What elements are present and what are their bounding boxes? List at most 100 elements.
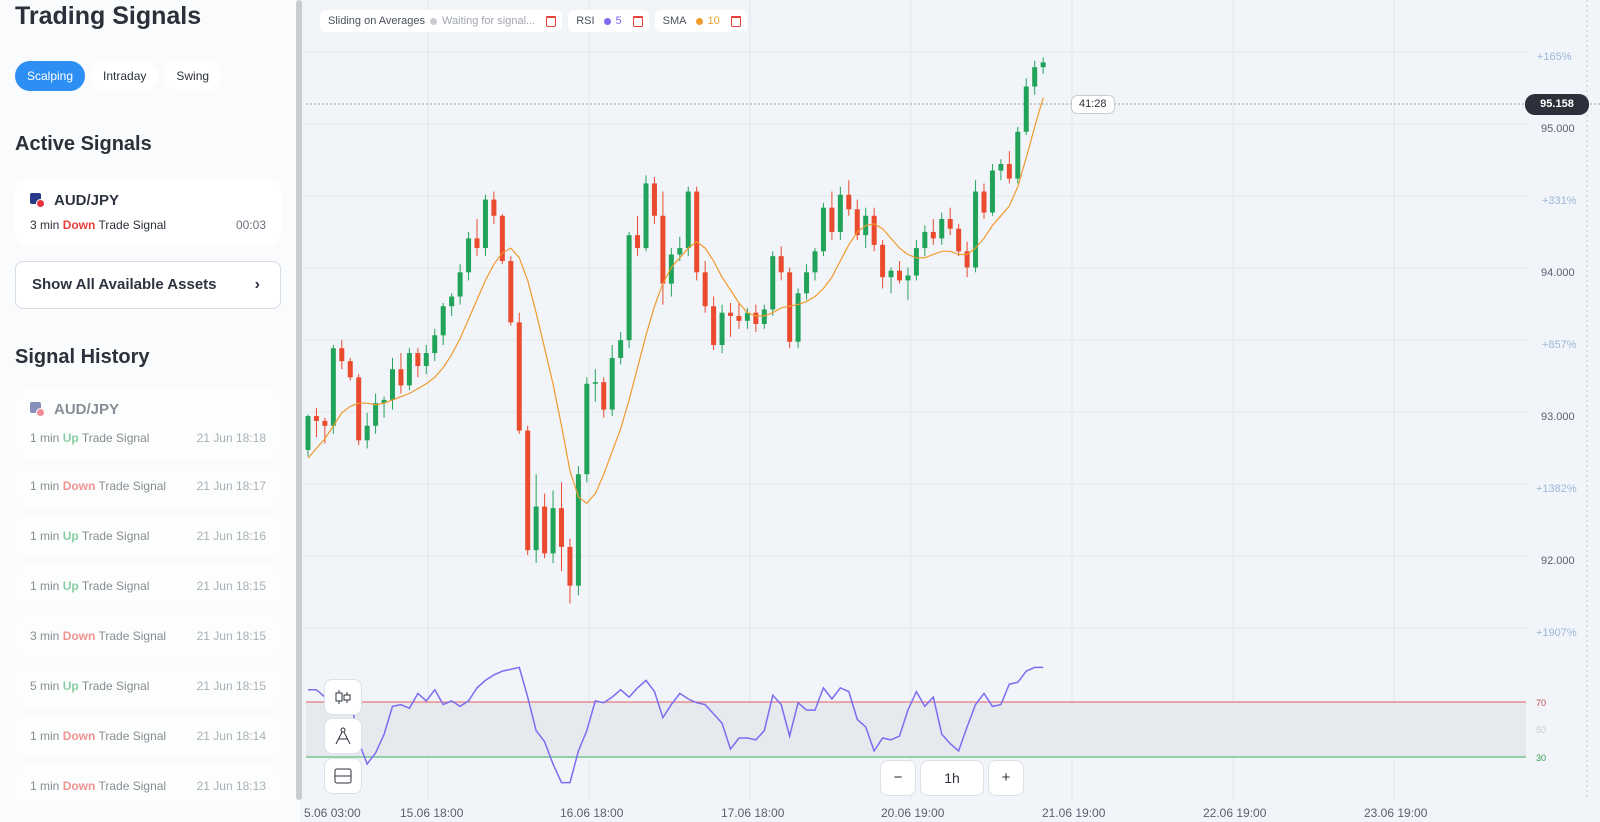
candle-body: [390, 369, 395, 400]
signal-countdown: 00:03: [235, 218, 266, 232]
list-item[interactable]: AUD/JPY 1 min Up Trade Signal 21 Jun 18:…: [15, 389, 281, 459]
price-axis-label: 93.000: [1541, 411, 1575, 423]
candle-body: [905, 275, 911, 281]
candle-body: [373, 403, 379, 426]
aud-jpy-flag-icon: [30, 401, 46, 418]
candle-body: [575, 474, 581, 586]
candle-body: [947, 219, 953, 229]
candle-body: [618, 340, 624, 358]
show-all-assets-button[interactable]: Show All Available Assets ›: [15, 261, 281, 309]
candle-body: [533, 506, 539, 551]
candle-body: [542, 506, 548, 554]
candle-body: [508, 261, 514, 323]
indicator-sliding-averages[interactable]: Sliding on Averages Waiting for signal..…: [320, 10, 563, 32]
candle-body: [381, 399, 387, 404]
list-item[interactable]: 3 min Down Trade Signal 21 Jun 18:15: [15, 615, 281, 657]
candle-body: [592, 382, 598, 384]
trash-icon[interactable]: [546, 15, 557, 27]
candle-body: [795, 293, 801, 342]
active-signals-title: Active Signals: [15, 133, 152, 155]
candle-body: [339, 348, 345, 362]
candle-body: [880, 244, 886, 278]
candle-body: [804, 272, 810, 294]
candle-body: [761, 309, 767, 324]
candle-body: [778, 256, 784, 273]
candle-body: [719, 312, 725, 345]
candle-body: [440, 306, 446, 336]
tab-scalping[interactable]: Scalping: [15, 61, 86, 91]
chart-overlay: Sliding on Averages Waiting for signal..…: [306, 0, 1600, 822]
price-axis-label: 94.000: [1541, 267, 1575, 279]
candlestick-icon: [335, 690, 351, 704]
candle-body: [812, 251, 818, 273]
indicator-bar: Sliding on Averages Waiting for signal..…: [320, 10, 747, 32]
candle-body: [1040, 62, 1046, 68]
candle-body: [609, 357, 615, 410]
candle-body: [601, 382, 607, 410]
list-item[interactable]: 1 min Down Trade Signal 21 Jun 18:17: [15, 465, 281, 507]
candle-body: [482, 199, 488, 249]
page-title: Trading Signals: [15, 2, 202, 30]
candle-body: [499, 215, 505, 261]
asset-name: AUD/JPY: [54, 401, 120, 418]
zoom-in-button[interactable]: +: [988, 760, 1024, 796]
rsi-level-label: 70: [1536, 698, 1547, 708]
zoom-out-button[interactable]: −: [880, 760, 916, 796]
rsi-band: [306, 702, 1526, 757]
candle-body: [313, 416, 319, 421]
sidebar-scrollbar[interactable]: [296, 0, 302, 800]
candle-body: [567, 546, 573, 586]
candle-body: [1006, 164, 1012, 179]
tab-swing[interactable]: Swing: [164, 61, 222, 91]
indicator-sma[interactable]: SMA 10: [654, 10, 747, 32]
price-axis-label: +857%: [1542, 339, 1577, 351]
list-item[interactable]: 1 min Up Trade Signal 21 Jun 18:16: [15, 515, 281, 557]
candle-body: [998, 164, 1004, 171]
list-item[interactable]: 5 min Up Trade Signal 21 Jun 18:15: [15, 665, 281, 707]
candle-body: [660, 215, 666, 284]
candle-body: [406, 353, 412, 386]
candle-body: [770, 256, 776, 310]
active-signal-card[interactable]: AUD/JPY 3 min Down Trade Signal 00:03: [15, 180, 281, 245]
chart-type-button[interactable]: [324, 679, 362, 715]
candle-body: [466, 238, 472, 273]
layout-button[interactable]: [324, 758, 362, 794]
candle-body: [626, 235, 632, 341]
candle-body: [559, 508, 564, 547]
split-panel-icon: [334, 768, 352, 784]
list-item[interactable]: 1 min Up Trade Signal 21 Jun 18:15: [15, 565, 281, 607]
aud-jpy-flag-icon: [30, 192, 46, 209]
time-axis-label: 21.06 19:00: [1042, 806, 1106, 820]
chart-grid: [306, 0, 1526, 800]
tab-intraday[interactable]: Intraday: [91, 61, 159, 91]
indicator-rsi[interactable]: RSI 5: [568, 10, 649, 32]
candle-body: [871, 215, 877, 245]
candle-body: [694, 191, 700, 273]
timeframe-selector[interactable]: 1h: [920, 760, 984, 796]
indicator-color-dot: [603, 17, 611, 25]
candle-body: [415, 353, 421, 366]
trash-icon[interactable]: [730, 15, 741, 27]
candle-body: [787, 272, 793, 342]
sma-series-line: [307, 97, 1044, 505]
candle-body: [550, 508, 556, 554]
candle-body: [322, 420, 328, 426]
candle-body: [956, 228, 962, 252]
candle-body: [364, 425, 370, 441]
candle-body: [668, 254, 674, 284]
candle-body: [398, 369, 404, 386]
candle-body: [356, 377, 362, 441]
candle-body: [939, 219, 945, 239]
asset-name: AUD/JPY: [54, 192, 120, 209]
list-item[interactable]: 1 min Down Trade Signal 21 Jun 18:13: [15, 765, 281, 807]
drawing-tools-button[interactable]: [324, 718, 362, 754]
rsi-level-label: 30: [1536, 753, 1547, 763]
candle-body: [1015, 131, 1021, 179]
list-item[interactable]: 1 min Down Trade Signal 21 Jun 18:14: [15, 715, 281, 757]
current-price-tag: 95.158: [1525, 94, 1589, 115]
trash-icon[interactable]: [632, 15, 643, 27]
candles: [305, 57, 1046, 604]
signal-direction: Down: [62, 218, 96, 232]
candle-body: [516, 322, 522, 431]
